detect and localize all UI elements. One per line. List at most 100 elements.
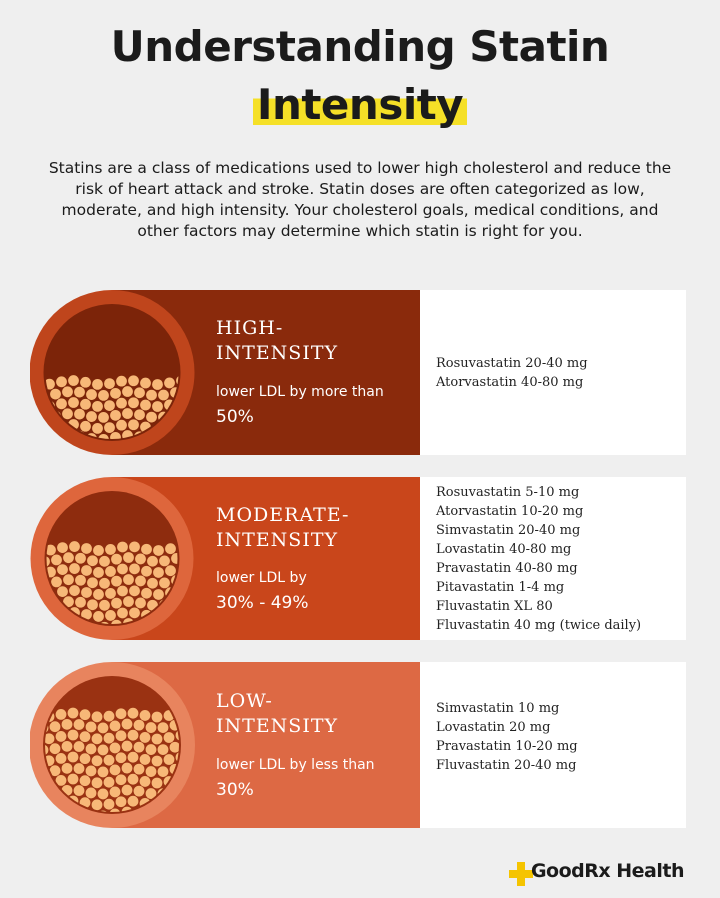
plaque-dot <box>147 555 158 567</box>
plaque-dot <box>115 796 127 808</box>
row-title-line: LOW- <box>216 689 273 712</box>
plaque-dot <box>57 564 68 575</box>
plaque-dot <box>61 718 73 730</box>
plaque-dot <box>115 752 127 764</box>
drug: Lovastatin 20 mg <box>436 720 551 735</box>
plaque-dot <box>55 731 67 742</box>
plaque-dot <box>105 610 116 621</box>
drug: Pravastatin 40-80 mg <box>436 560 578 576</box>
plaque-dot <box>105 566 116 577</box>
drug: Pravastatin 10-20 mg <box>436 739 578 754</box>
plaque-dot <box>86 389 97 400</box>
plaque-dot <box>46 556 50 567</box>
plaque-dot <box>79 709 91 721</box>
row-amount: 30% - 49% <box>216 592 309 613</box>
plaque-dot <box>116 419 127 431</box>
plaque-dot <box>111 619 122 624</box>
plaque-dot <box>85 743 97 755</box>
plaque-dot <box>93 611 104 622</box>
plaque-dot <box>135 553 146 565</box>
plaque-dot <box>133 719 145 731</box>
plaque-dot <box>139 776 151 787</box>
plaque-dot <box>104 378 115 390</box>
plaque-dot <box>153 589 164 600</box>
plaque-dot <box>33 611 44 622</box>
plaque-dot <box>92 422 103 434</box>
plaque-dot <box>98 412 109 423</box>
plaque-dot <box>116 375 127 387</box>
plaque-dot <box>115 774 127 786</box>
plaque-dot <box>117 563 128 575</box>
plaque-dot <box>67 729 79 741</box>
plaque-dot <box>92 378 103 390</box>
plaque-dot <box>55 753 67 764</box>
plaque-dot <box>127 707 139 719</box>
plaque-dot <box>50 388 61 400</box>
plaque-dot <box>135 575 146 587</box>
plaque-dot <box>128 375 139 387</box>
intensity-row: LOW- INTENSITY lower LDL by less than 30% Si… <box>30 662 686 828</box>
plaque-dot <box>87 555 98 567</box>
plaque-dot <box>153 567 164 578</box>
drug-list: Rosuvastatin 20-40 mg Atorvastatin 40-80 … <box>436 354 681 392</box>
plaque-dot <box>109 764 121 776</box>
plaque-dot <box>111 553 122 565</box>
title: Understanding Statin <box>110 22 610 71</box>
plaque-dot <box>139 754 151 765</box>
plaque-dot <box>140 377 151 389</box>
intro: Statins are a class of medications used … <box>48 159 672 240</box>
drug: Fluvastatin 20-40 mg <box>436 758 577 773</box>
drug: Rosuvastatin 5-10 mg <box>436 484 580 500</box>
plaque-dot <box>129 563 140 575</box>
plaque-dot <box>145 744 157 755</box>
plaque-dot <box>105 544 116 555</box>
plaque-dot <box>68 397 79 408</box>
plaque-dot <box>111 597 122 609</box>
plaque-dot <box>151 777 163 789</box>
plaque-dot <box>115 708 127 720</box>
plaque-dot <box>121 740 133 752</box>
drug: Simvastatin 10 mg <box>436 701 560 716</box>
plaque-dot <box>127 751 139 763</box>
plaque-dot <box>123 596 134 607</box>
plaque-dot <box>171 553 178 564</box>
plaque-dot <box>97 766 109 778</box>
plaque-dot <box>74 408 85 420</box>
row-amount: 30% <box>216 779 254 800</box>
plaque-dot <box>145 766 157 777</box>
plaque-dot <box>49 765 61 777</box>
plaque-dot <box>109 808 121 812</box>
row-shape <box>30 662 686 828</box>
plaque-dot <box>63 596 74 608</box>
plaque-dot <box>91 733 103 745</box>
plaque-dot <box>63 574 74 586</box>
plaque-dot <box>129 607 140 619</box>
plaque-dot <box>32 423 43 434</box>
plaque-dot <box>158 389 169 401</box>
plaque-dot <box>140 399 151 411</box>
plaque-dot <box>103 798 115 810</box>
plaque-dot <box>69 563 80 574</box>
plaque-dot <box>151 733 163 745</box>
plaque-dot <box>85 765 97 777</box>
plaque-dot <box>103 776 115 788</box>
plaque-dot <box>73 785 85 796</box>
plaque-dot <box>159 555 170 567</box>
plaque-dot <box>99 555 110 567</box>
plaque-dot <box>104 400 115 412</box>
intensity-row: MODERATE- INTENSITY lower LDL by 30% - 49% R… <box>30 477 686 640</box>
row-amount: 50% <box>216 407 254 428</box>
drug: Atorvastatin 10-20 mg <box>436 503 584 519</box>
plaque-dot <box>55 709 67 720</box>
plaque-dot <box>151 755 163 767</box>
plaque-dot <box>110 431 121 439</box>
plaque-dot <box>75 574 86 586</box>
plaque-dot <box>32 799 43 810</box>
plaque-dot <box>134 409 145 421</box>
pipe-inner <box>43 304 181 441</box>
plaque-dot <box>128 397 139 409</box>
row-shape <box>30 290 686 455</box>
plaque-dot <box>75 596 86 608</box>
plaque-dot <box>157 722 169 734</box>
